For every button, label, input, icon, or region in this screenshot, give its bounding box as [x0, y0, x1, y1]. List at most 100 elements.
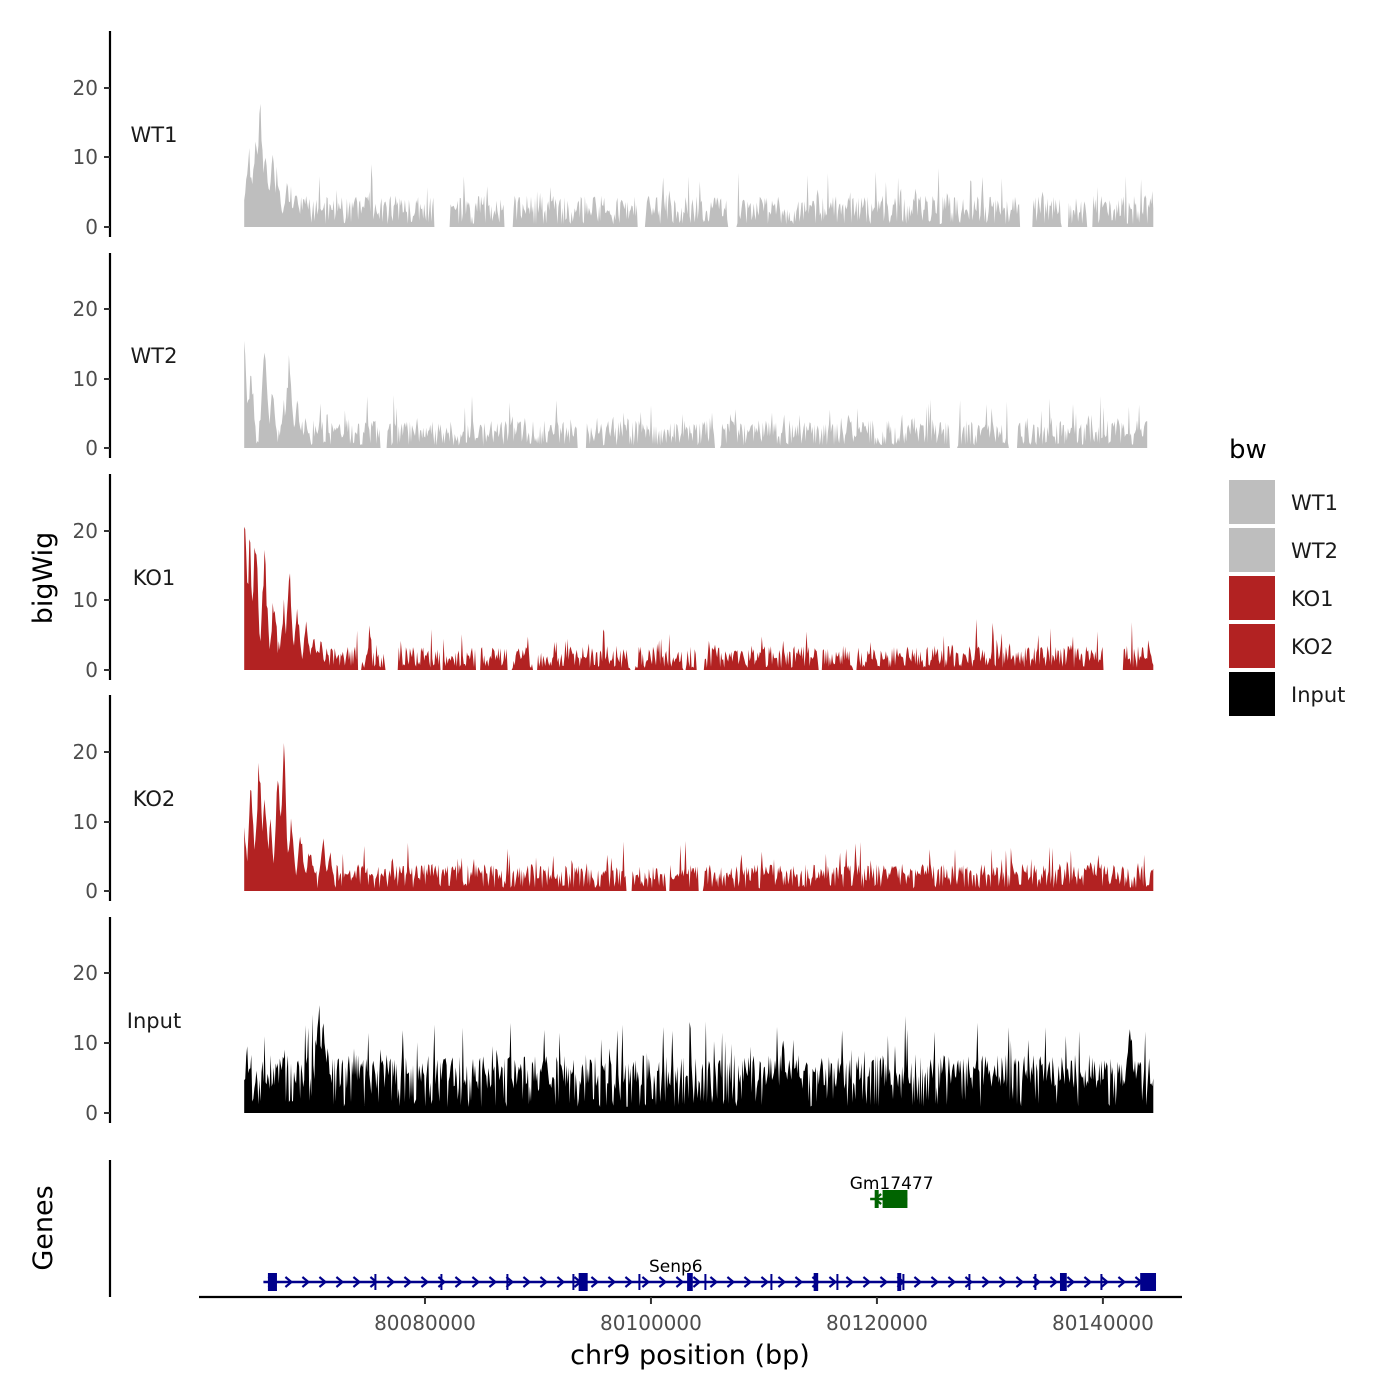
strand-arrow	[658, 1276, 668, 1288]
gene-exon	[267, 1273, 277, 1291]
gene-exon	[874, 1190, 879, 1208]
gene-exon	[813, 1273, 819, 1291]
strand-arrow	[709, 1276, 719, 1288]
legend-item-ko1: KO1	[1229, 576, 1334, 620]
genes-axis-title: Genes	[28, 1185, 59, 1270]
strand-arrow	[1015, 1276, 1025, 1288]
strand-arrow	[539, 1276, 549, 1288]
strand-arrow	[624, 1276, 634, 1288]
legend-key	[1229, 576, 1275, 620]
x-tick-label: 80080000	[374, 1311, 476, 1335]
legend-key	[1229, 672, 1275, 716]
legend: bw WT1 WT2 KO1 KO2 Input	[1229, 435, 1345, 716]
gene-label-gm17477: Gm17477	[850, 1174, 934, 1194]
legend-title: bw	[1229, 435, 1267, 465]
strand-arrow	[454, 1276, 464, 1288]
y-tick-label: 20	[73, 76, 98, 100]
legend-label: Input	[1291, 683, 1345, 707]
y-tick-label: 0	[85, 436, 98, 460]
strand-arrow	[845, 1276, 855, 1288]
strand-arrow	[488, 1276, 498, 1288]
strand-arrow	[352, 1276, 362, 1288]
y-tick-label: 10	[73, 810, 98, 834]
y-tick-label: 10	[73, 367, 98, 391]
y-tick-label: 20	[73, 297, 98, 321]
strand-arrow	[1049, 1276, 1059, 1288]
coverage-area-wt1	[244, 103, 1154, 227]
strand-arrow	[692, 1276, 702, 1288]
gene-exon	[1059, 1273, 1067, 1291]
y-axis-title: bigWig	[28, 532, 59, 625]
gene-exon	[897, 1273, 902, 1291]
x-axis: 80080000 80100000 80120000 80140000 chr9…	[199, 1295, 1182, 1371]
y-tick-label: 10	[73, 1031, 98, 1055]
strand-arrow	[879, 1276, 889, 1288]
track-series-ko2	[244, 743, 1154, 891]
y-tick-label: 20	[73, 519, 98, 543]
strand-arrow	[726, 1276, 736, 1288]
x-axis-title: chr9 position (bp)	[570, 1340, 810, 1371]
x-tick-label: 80120000	[826, 1311, 928, 1335]
strand-arrow	[318, 1276, 328, 1288]
y-tick-label: 20	[73, 740, 98, 764]
track-panel-ko2: 0 10 20 KO2	[73, 695, 1154, 903]
legend-label: WT1	[1291, 491, 1338, 515]
track-label-ko2: KO2	[133, 787, 176, 811]
strand-arrow	[947, 1276, 957, 1288]
track-series-wt2	[244, 340, 1148, 448]
strand-arrow	[794, 1276, 804, 1288]
coverage-area-wt2	[244, 340, 1148, 448]
y-tick-label: 0	[85, 658, 98, 682]
legend-label: KO1	[1291, 587, 1334, 611]
legend-label: KO2	[1291, 635, 1334, 659]
gene-exon	[882, 1190, 908, 1208]
strand-arrow	[284, 1276, 294, 1288]
y-tick-label: 10	[73, 588, 98, 612]
gene-exon	[578, 1273, 588, 1291]
strand-arrow	[1117, 1276, 1127, 1288]
coverage-area-ko1	[244, 526, 1154, 670]
strand-arrow	[862, 1276, 872, 1288]
legend-key	[1229, 528, 1275, 572]
x-tick-label: 80140000	[1052, 1311, 1154, 1335]
strand-arrow	[743, 1276, 753, 1288]
legend-item-input: Input	[1229, 672, 1345, 716]
gene-label-senp6: Senp6	[649, 1257, 703, 1277]
strand-arrow	[386, 1276, 396, 1288]
y-tick-label: 0	[85, 215, 98, 239]
strand-arrow	[403, 1276, 413, 1288]
track-label-wt1: WT1	[131, 123, 178, 147]
legend-item-wt1: WT1	[1229, 480, 1338, 524]
strand-arrow	[301, 1276, 311, 1288]
legend-key	[1229, 624, 1275, 668]
legend-key	[1229, 480, 1275, 524]
gene-models	[263, 1190, 1157, 1291]
strand-arrow	[675, 1276, 685, 1288]
strand-arrow	[607, 1276, 617, 1288]
strand-arrow	[777, 1276, 787, 1288]
track-panel-wt2: 0 10 20 WT2	[73, 253, 1148, 460]
track-label-wt2: WT2	[131, 344, 178, 368]
strand-arrow	[1083, 1276, 1093, 1288]
strand-arrow	[641, 1276, 651, 1288]
legend-label: WT2	[1291, 539, 1338, 563]
track-series-input	[244, 1005, 1154, 1113]
strand-arrow	[335, 1276, 345, 1288]
y-tick-label: 0	[85, 1101, 98, 1125]
y-tick-label: 0	[85, 879, 98, 903]
coverage-area-ko2	[244, 743, 1154, 891]
gene-exon	[1140, 1273, 1157, 1291]
strand-arrow	[981, 1276, 991, 1288]
gene-exon	[687, 1273, 693, 1291]
strand-arrow	[471, 1276, 481, 1288]
y-tick-label: 10	[73, 145, 98, 169]
y-tick-label: 20	[73, 961, 98, 985]
legend-item-ko2: KO2	[1229, 624, 1334, 668]
genes-panel: Genes Gm17477 Senp6	[28, 1160, 1157, 1297]
strand-arrow	[828, 1276, 838, 1288]
strand-arrow	[420, 1276, 430, 1288]
strand-arrow	[1100, 1276, 1110, 1288]
strand-arrow	[556, 1276, 566, 1288]
